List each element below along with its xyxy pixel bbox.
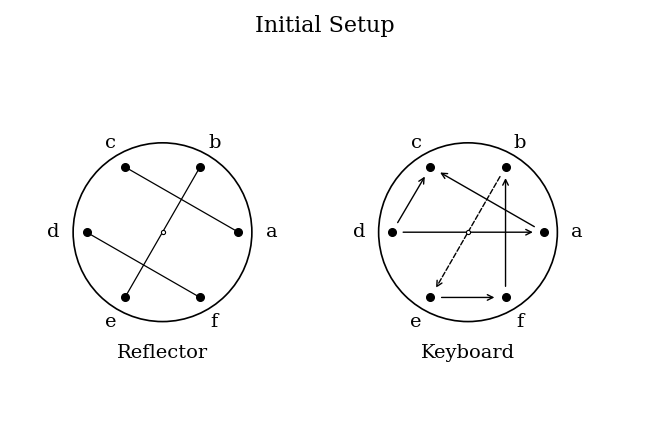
Text: Keyboard: Keyboard	[421, 344, 515, 362]
Text: f: f	[211, 313, 218, 331]
Text: e: e	[410, 313, 422, 331]
Text: c: c	[105, 134, 116, 152]
Text: d: d	[353, 223, 365, 241]
Text: d: d	[47, 223, 60, 241]
Text: a: a	[571, 223, 583, 241]
Text: b: b	[208, 134, 220, 152]
Text: a: a	[266, 223, 278, 241]
Text: f: f	[516, 313, 523, 331]
Text: Reflector: Reflector	[117, 344, 208, 362]
Text: c: c	[411, 134, 422, 152]
Text: b: b	[514, 134, 526, 152]
Text: e: e	[105, 313, 116, 331]
Text: Initial Setup: Initial Setup	[255, 15, 395, 37]
